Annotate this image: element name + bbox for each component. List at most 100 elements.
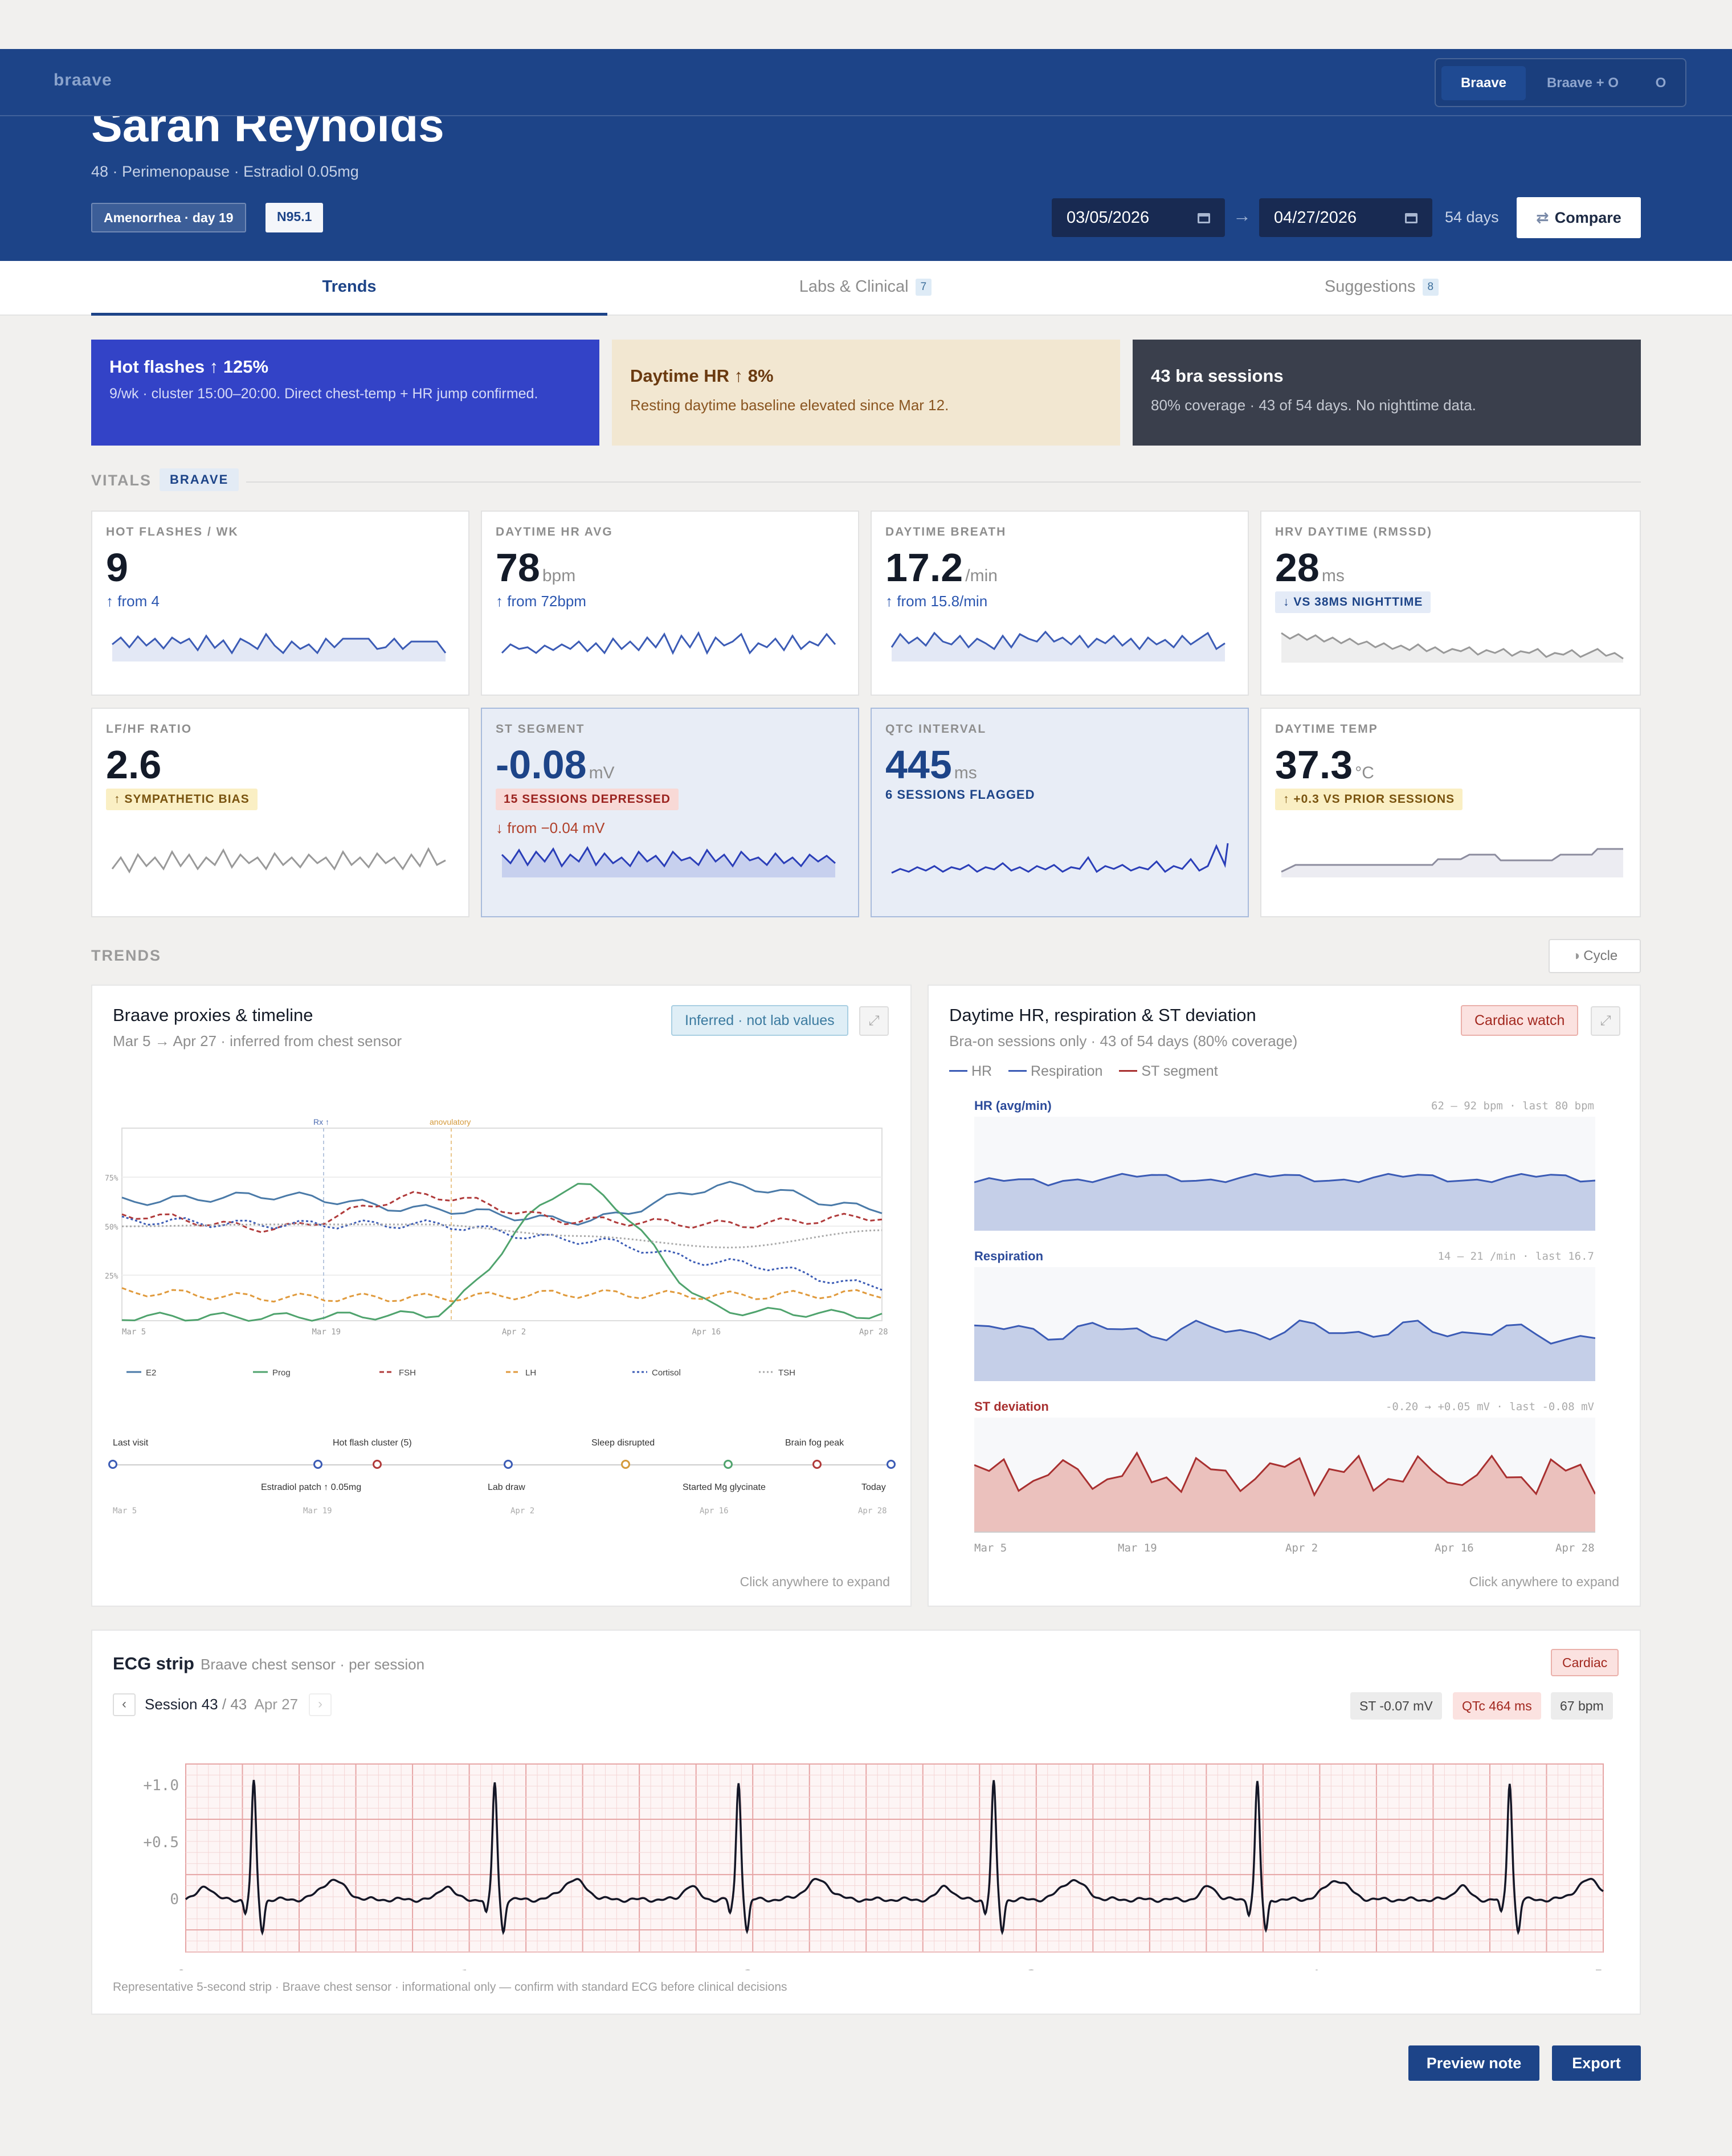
event-label: Last visit: [113, 1438, 149, 1448]
event-dot[interactable]: [887, 1460, 896, 1469]
insight-title: Hot flashes ↑ 125%: [109, 357, 269, 377]
vital-flag: ↑ SYMPATHETIC BIAS: [106, 789, 258, 810]
x-tick: Mar 19: [1118, 1542, 1157, 1554]
lf-hf-sparkline: [111, 847, 446, 874]
vital-value: 28 ms: [1275, 545, 1345, 590]
qtc-chip: QTc 464 ms: [1453, 1692, 1541, 1720]
bpm-chip: 67 bpm: [1551, 1692, 1613, 1720]
cycle-icon: ◑: [1571, 948, 1580, 963]
event-dot[interactable]: [108, 1460, 117, 1469]
vital-unit: °C: [1355, 763, 1374, 782]
series-area: [974, 1174, 1595, 1231]
proxy-chart: 75% 50% 25% Rx ↑ anovulatory Mar 5 Mar 19…: [105, 1117, 888, 1378]
export-button[interactable]: Export: [1552, 2045, 1641, 2081]
tab-trends[interactable]: Trends: [91, 261, 607, 316]
vital-card-hot-flashes[interactable]: HOT FLASHES / WK 9 ↑ from 4: [91, 511, 469, 696]
insight-text: 9/wk · cluster 15:00–20:00. Direct chest…: [109, 386, 538, 402]
icd-code-tag: N95.1: [265, 203, 324, 232]
insight-sessions[interactable]: 43 bra sessions 80% coverage · 43 of 54 …: [1133, 340, 1641, 446]
tab-labs-clinical[interactable]: Labs & Clinical 7: [607, 261, 1124, 316]
compare-label: Compare: [1554, 209, 1621, 226]
insight-title: Daytime HR ↑ 8%: [630, 366, 774, 386]
legend-swatch: [1119, 1070, 1138, 1072]
divider: [246, 481, 1641, 483]
qtc-sparkline: [891, 843, 1229, 874]
tab-label: Trends: [322, 277, 377, 296]
respiration-label: Respiration: [974, 1249, 1044, 1263]
st-range: -0.20 → +0.05 mV · last -0.08 mV: [1385, 1400, 1594, 1413]
vital-change: ↑ from 72bpm: [496, 593, 586, 610]
mode-braave[interactable]: Braave: [1441, 66, 1526, 100]
event-dot[interactable]: [373, 1460, 382, 1469]
legend-item: LH: [525, 1368, 536, 1378]
insight-text: 80% coverage · 43 of 54 days. No nightti…: [1151, 397, 1476, 414]
series-line: [974, 1173, 1595, 1187]
insight-hot-flashes[interactable]: Hot flashes ↑ 125% 9/wk · cluster 15:00–…: [91, 340, 599, 446]
timeline-tick: Apr 2: [510, 1506, 535, 1516]
event-dot[interactable]: [724, 1460, 733, 1469]
mode-braave-o[interactable]: Braave + O: [1546, 75, 1619, 91]
timeline-axis: [113, 1464, 891, 1465]
hr-label: HR (avg/min): [974, 1099, 1052, 1113]
event-dot[interactable]: [504, 1460, 513, 1469]
tab-suggestions[interactable]: Suggestions 8: [1124, 261, 1640, 316]
app-logo[interactable]: braave: [54, 71, 112, 89]
y-tick: 0: [170, 1891, 179, 1908]
calendar-icon[interactable]: [1405, 213, 1418, 223]
vital-card-st-segment[interactable]: ST SEGMENT -0.08 mV 15 SESSIONS DEPRESSED…: [481, 708, 859, 917]
event-dot[interactable]: [621, 1460, 630, 1469]
ecg-grid-bg: [185, 1763, 1604, 1953]
proxy-timeline-panel[interactable]: Braave proxies & timeline Mar 5 → Apr 27…: [91, 985, 912, 1607]
event-dot[interactable]: [812, 1460, 822, 1469]
vitals-chart-panel[interactable]: Daytime HR, respiration & ST deviation B…: [928, 985, 1641, 1607]
prev-session-button[interactable]: ‹: [113, 1693, 136, 1716]
vital-label: HRV DAYTIME (RMSSD): [1275, 525, 1433, 538]
end-date-input[interactable]: 04/27/2026: [1259, 198, 1432, 237]
vital-card-daytime-hr[interactable]: DAYTIME HR AVG 78 bpm ↑ from 72bpm: [481, 511, 859, 696]
x-tick: 5s: [1594, 1967, 1612, 1970]
expand-icon[interactable]: ⤢: [859, 1006, 889, 1036]
event-dot[interactable]: [313, 1460, 322, 1469]
next-session-button[interactable]: ›: [309, 1693, 332, 1716]
st-chip: ST -0.07 mV: [1350, 1692, 1442, 1720]
ecg-strip: +1.0 +0.5 0 0s 1s 2s 3s 4s 5s: [143, 1763, 1612, 1970]
daytime-hr-sparkline: [501, 631, 836, 655]
start-date-input[interactable]: 03/05/2026: [1052, 198, 1225, 237]
tab-label: Labs & Clinical: [799, 277, 909, 296]
x-tick: Apr 16: [1435, 1542, 1474, 1554]
ecg-title: ECG strip: [113, 1653, 194, 1673]
legend-item: FSH: [399, 1368, 416, 1378]
ecg-panel: ECG strip Braave chest sensor · per sess…: [91, 1630, 1641, 2015]
daytime-breath-sparkline: [890, 630, 1226, 662]
insight-text: Resting daytime baseline elevated since …: [630, 397, 949, 414]
ecg-trace: [185, 1779, 1604, 1936]
cycle-toggle-button[interactable]: ◑ Cycle: [1549, 939, 1641, 973]
vital-label: DAYTIME BREATH: [885, 525, 1007, 538]
anovulatory-marker: anovulatory: [430, 1117, 471, 1126]
vital-card-qtc[interactable]: QTC INTERVAL 445 ms 6 SESSIONS FLAGGED: [871, 708, 1249, 917]
expand-icon[interactable]: ⤢: [1591, 1006, 1620, 1036]
vital-card-lf-hf[interactable]: LF/HF RATIO 2.6 ↑ SYMPATHETIC BIAS: [91, 708, 469, 917]
mode-o[interactable]: O: [1655, 75, 1666, 91]
calendar-icon[interactable]: [1198, 213, 1210, 223]
compare-button[interactable]: ⇄ Compare: [1517, 197, 1641, 238]
preview-note-button[interactable]: Preview note: [1408, 2045, 1539, 2081]
panel-subtitle: Mar 5 → Apr 27 · inferred from chest sen…: [113, 1032, 402, 1050]
x-tick: 3s: [1027, 1967, 1045, 1970]
vital-flag: ↑ +0.3 VS PRIOR SESSIONS: [1275, 789, 1463, 810]
series-line-lh: [121, 1287, 883, 1303]
top-bar: braave Braave Braave + O O: [0, 49, 1732, 116]
vital-value: 17.2/min: [885, 545, 998, 590]
date-arrow-icon: →: [1233, 205, 1251, 226]
vital-card-daytime-breath[interactable]: DAYTIME BREATH 17.2/min ↑ from 15.8/min: [871, 511, 1249, 696]
session-selector: Session 43 / 43 Apr 27: [145, 1696, 298, 1713]
vital-flag: ↓ VS 38MS NIGHTTIME: [1275, 591, 1431, 613]
y-tick: 75%: [105, 1174, 119, 1183]
vital-unit: mV: [589, 763, 615, 782]
tab-label: Suggestions: [1324, 277, 1416, 296]
vital-card-hrv[interactable]: HRV DAYTIME (RMSSD) 28 ms ↓ VS 38MS NIGHT…: [1260, 511, 1641, 696]
vital-card-daytime-temp[interactable]: DAYTIME TEMP 37.3 °C ↑ +0.3 VS PRIOR SESS…: [1260, 708, 1641, 917]
vital-unit: ms: [1321, 566, 1345, 585]
series-lines: [121, 1181, 883, 1322]
insight-daytime-hr[interactable]: Daytime HR ↑ 8% Resting daytime baseline…: [612, 340, 1120, 446]
